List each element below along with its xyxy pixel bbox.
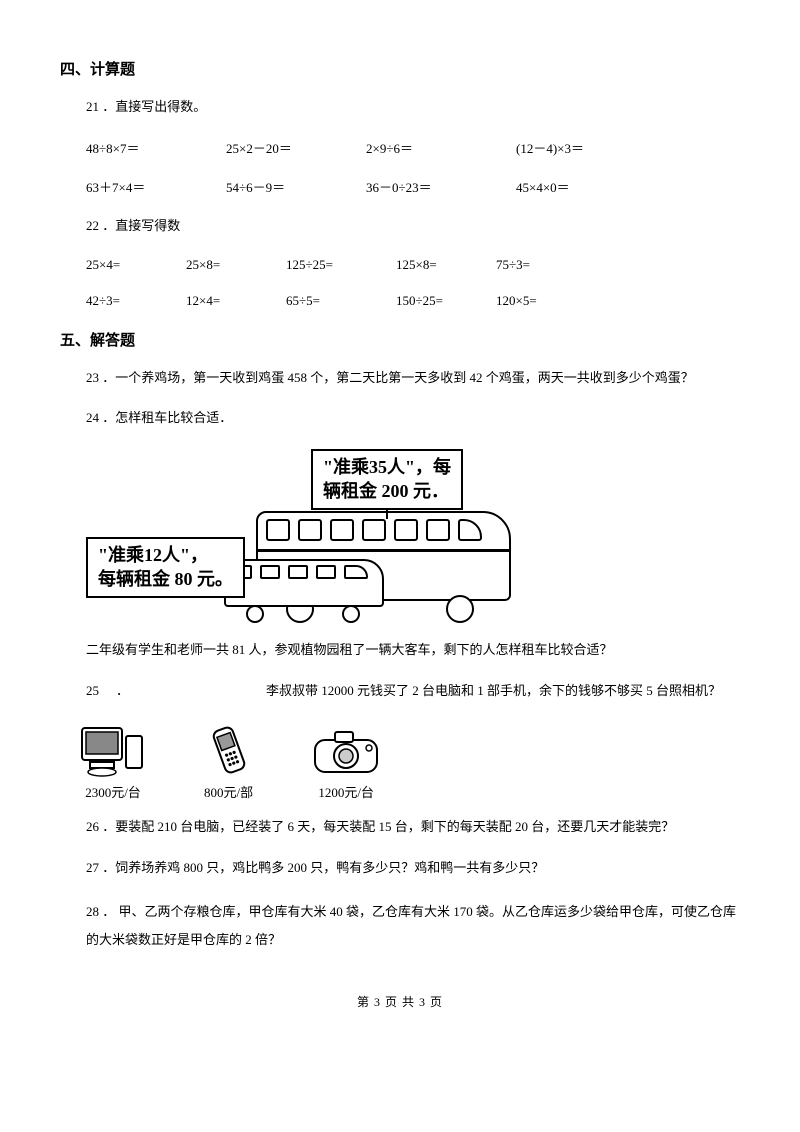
expr: 42÷3= (86, 293, 186, 309)
q21-row2: 63＋7×4＝ 54÷6－9＝ 36－0÷23＝ 45×4×0＝ (86, 177, 740, 196)
q25-num: 25 (86, 681, 116, 702)
expr: 45×4×0＝ (516, 177, 628, 196)
expr: (12－4)×3＝ (516, 138, 628, 157)
q22-row1: 25×4= 25×8= 125÷25= 125×8= 75÷3= (86, 257, 740, 273)
phone-item: 800元/部 (204, 722, 253, 801)
expr: 125÷25= (286, 257, 396, 273)
expr: 25×8= (186, 257, 286, 273)
small-bus-label-line1: "准乘12人"， (98, 543, 233, 567)
small-bus-label-line2: 每辆租金 80 元。 (98, 567, 233, 591)
camera-icon (311, 728, 381, 778)
expr: 65÷5= (286, 293, 396, 309)
camera-item: 1200元/台 (311, 728, 381, 801)
q22-label: 22 ．直接写得数 (86, 216, 740, 237)
computer-icon (80, 722, 146, 778)
expr: 48÷8×7＝ (86, 138, 226, 157)
big-bus-label: "准乘35人"，每 辆租金 200 元． (311, 449, 463, 510)
expr: 12×4= (186, 293, 286, 309)
expr: 36－0÷23＝ (366, 177, 516, 196)
phone-icon (207, 722, 251, 778)
q25-period: ． (116, 681, 266, 702)
expr: 2×9÷6＝ (366, 138, 516, 157)
q26: 26 ．要装配 210 台电脑，已经装了 6 天，每天装配 15 台，剩下的每天… (86, 817, 740, 838)
q25-text: 李叔叔带 12000 元钱买了 2 台电脑和 1 部手机，余下的钱够不够买 5 … (266, 681, 721, 702)
q24-followup: 二年级有学生和老师一共 81 人，参观植物园租了一辆大客车，剩下的人怎样租车比较… (86, 640, 740, 661)
expr: 25×4= (86, 257, 186, 273)
big-bus-label-line2: 辆租金 200 元． (323, 479, 451, 503)
q23: 23 ．一个养鸡场，第一天收到鸡蛋 458 个，第二天比第一天多收到 42 个鸡… (86, 368, 740, 389)
q27: 27 ．饲养场养鸡 800 只，鸡比鸭多 200 只，鸭有多少只？鸡和鸭一共有多… (86, 858, 740, 879)
computer-item: 2300元/台 (80, 722, 146, 801)
q24-label: 24 ．怎样租车比较合适． (86, 408, 740, 429)
section-5-title: 五、解答题 (60, 329, 740, 350)
page-footer: 第 3 页 共 3 页 (60, 993, 740, 1010)
expr: 25×2－20＝ (226, 138, 366, 157)
q24-illustration: "准乘35人"，每 辆租金 200 元． "准乘12人"， 每辆租金 80 元。 (86, 449, 526, 624)
small-bus-label: "准乘12人"， 每辆租金 80 元。 (86, 537, 245, 598)
expr: 150÷25= (396, 293, 496, 309)
big-bus-label-line1: "准乘35人"，每 (323, 455, 451, 479)
phone-price: 800元/部 (204, 782, 253, 801)
expr: 75÷3= (496, 257, 608, 273)
q25-devices: 2300元/台 800元/部 1200元/台 (80, 722, 740, 801)
computer-price: 2300元/台 (85, 782, 141, 801)
q25: 25 ． 李叔叔带 12000 元钱买了 2 台电脑和 1 部手机，余下的钱够不… (86, 681, 740, 702)
expr: 63＋7×4＝ (86, 177, 226, 196)
section-4-title: 四、计算题 (60, 58, 740, 79)
small-bus-icon (224, 559, 384, 619)
expr: 54÷6－9＝ (226, 177, 366, 196)
q21-label: 21 ．直接写出得数。 (86, 97, 740, 118)
expr: 125×8= (396, 257, 496, 273)
q28: 28 ． 甲、乙两个存粮仓库，甲仓库有大米 40 袋，乙仓库有大米 170 袋。… (86, 898, 740, 953)
expr: 120×5= (496, 293, 608, 309)
q21-row1: 48÷8×7＝ 25×2－20＝ 2×9÷6＝ (12－4)×3＝ (86, 138, 740, 157)
camera-price: 1200元/台 (318, 782, 374, 801)
q22-row2: 42÷3= 12×4= 65÷5= 150÷25= 120×5= (86, 293, 740, 309)
